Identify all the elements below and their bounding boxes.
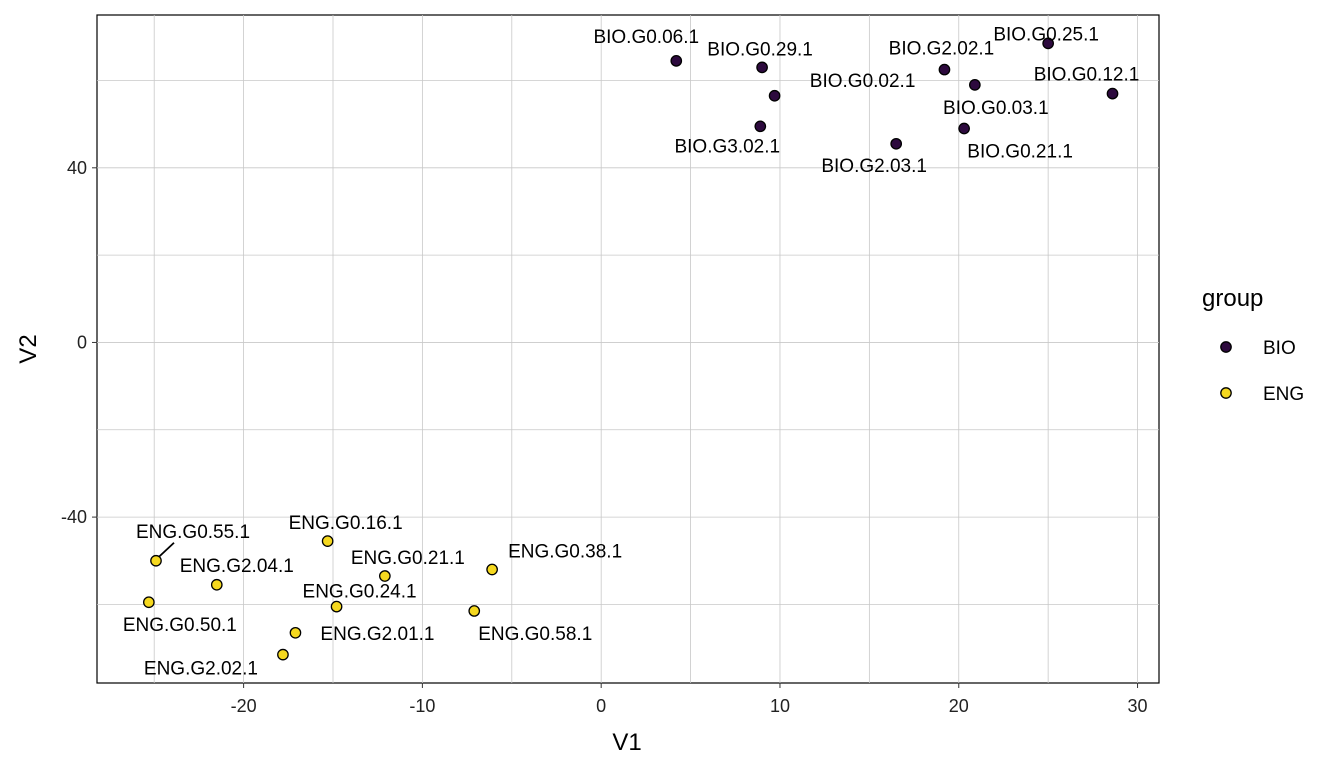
point-label: ENG.G0.38.1 (508, 541, 622, 562)
data-point (938, 63, 951, 76)
label-connectors (158, 542, 175, 558)
x-tick-label: -20 (231, 696, 257, 716)
data-point (210, 578, 223, 591)
point-label: BIO.G0.06.1 (593, 27, 699, 48)
data-point (756, 61, 768, 74)
legend-label: ENG (1263, 384, 1304, 405)
data-points (142, 37, 1119, 661)
data-point (1042, 37, 1055, 50)
legend-key (1220, 387, 1232, 399)
label-connector (158, 542, 175, 558)
point-label: ENG.G2.04.1 (180, 556, 294, 577)
data-point (150, 554, 162, 567)
x-tick-label: -10 (409, 696, 435, 716)
data-point (486, 563, 498, 576)
y-tick-label: 0 (77, 332, 87, 352)
plot-panel (96, 14, 1160, 684)
y-axis-title: V2 (15, 334, 42, 363)
point-label: BIO.G0.03.1 (943, 98, 1049, 119)
point-label: ENG.G0.55.1 (136, 522, 250, 543)
data-point (968, 79, 981, 91)
point-label: BIO.G0.02.1 (810, 71, 916, 92)
point-label: BIO.G0.12.1 (1034, 65, 1140, 86)
axes: -20 -10 0 10 20 30 -40 0 40 (61, 158, 1148, 716)
x-tick-label: 20 (949, 696, 969, 716)
data-point (890, 137, 903, 150)
point-label: BIO.G0.29.1 (707, 39, 813, 60)
data-point (670, 54, 683, 67)
point-label: ENG.G0.58.1 (478, 624, 592, 645)
x-tick-label: 10 (770, 696, 790, 716)
point-label: ENG.G2.02.1 (144, 659, 258, 680)
point-label: BIO.G2.02.1 (889, 39, 995, 60)
legend-entries: BIO ENG (1220, 338, 1304, 405)
point-label: ENG.G0.24.1 (303, 582, 417, 603)
x-axis-title: V1 (612, 729, 641, 756)
data-point (768, 89, 781, 102)
data-point (142, 596, 155, 609)
y-tick-label: -40 (61, 507, 87, 527)
data-point (330, 600, 343, 613)
data-point (378, 570, 391, 582)
legend-title: group (1202, 285, 1263, 312)
point-label: BIO.G2.03.1 (821, 156, 927, 177)
data-point (958, 122, 970, 135)
data-point (289, 626, 302, 639)
data-point (277, 648, 289, 661)
data-point (754, 120, 767, 133)
point-label: ENG.G0.50.1 (123, 615, 237, 636)
x-tick-label: 30 (1128, 696, 1148, 716)
point-label: ENG.G2.01.1 (320, 624, 434, 645)
legend-label: BIO (1263, 338, 1296, 359)
point-label: BIO.G3.02.1 (674, 136, 780, 157)
y-tick-label: 40 (67, 158, 87, 178)
x-tick-label: 0 (596, 696, 606, 716)
data-point (1106, 87, 1119, 100)
data-point (468, 605, 481, 617)
point-label: ENG.G0.16.1 (289, 513, 403, 534)
legend: group BIO ENG (1202, 285, 1304, 405)
point-label: BIO.G0.21.1 (967, 142, 1073, 163)
point-label: BIO.G0.25.1 (993, 24, 1099, 45)
point-label: ENG.G0.21.1 (351, 548, 465, 569)
legend-key (1220, 341, 1232, 353)
data-point (321, 535, 334, 547)
